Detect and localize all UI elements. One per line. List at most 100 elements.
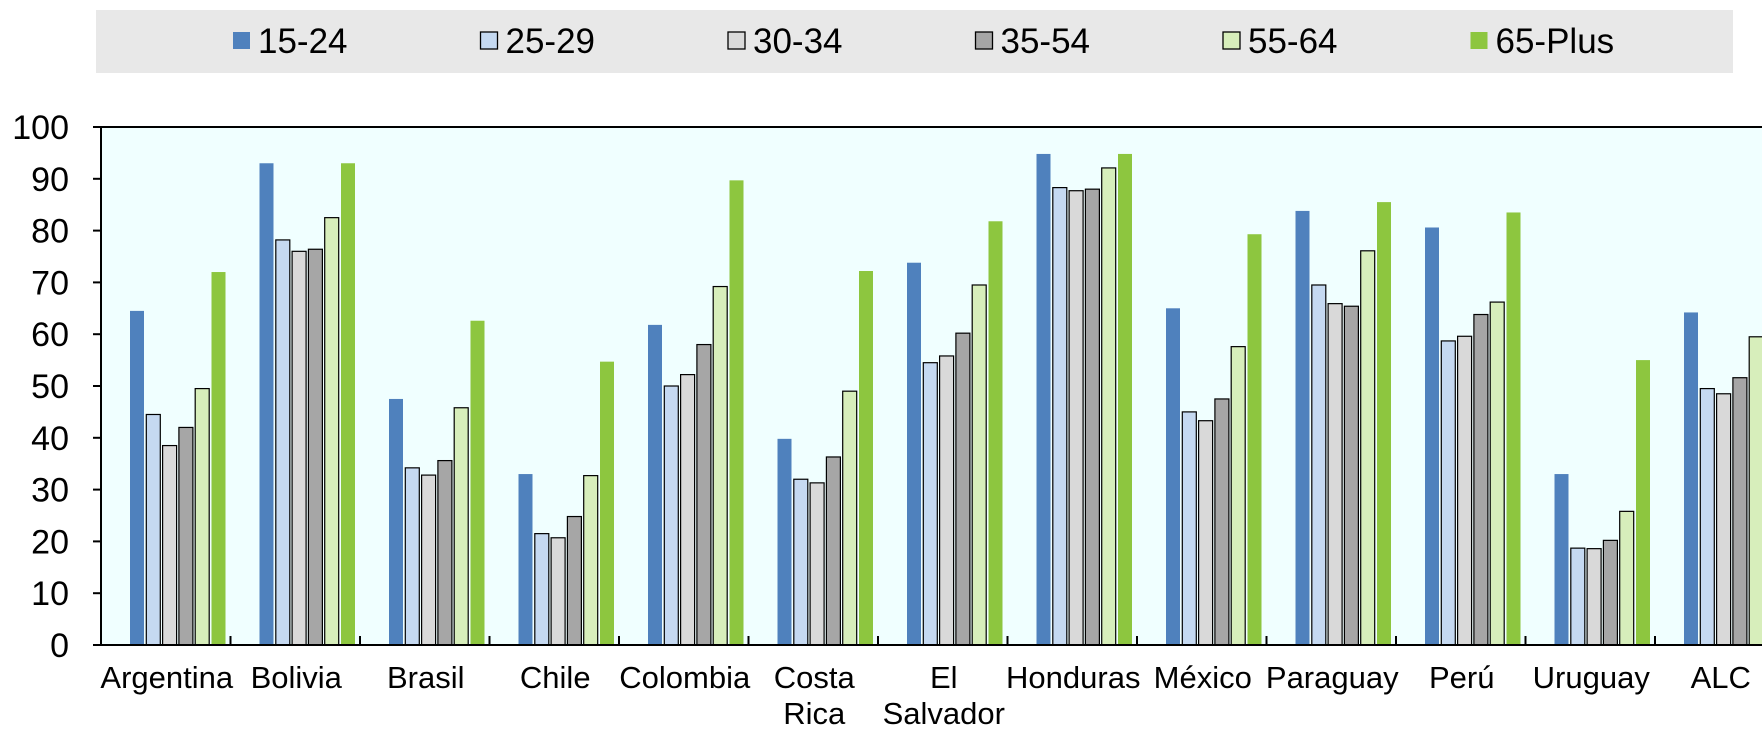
x-category-label-bolivia: Bolivia [251, 660, 343, 695]
bar-paraguay-35-54 [1343, 305, 1360, 646]
bar-brasil-15-24 [389, 398, 403, 645]
bar-el-salvador-25-29 [922, 362, 938, 646]
x-category-label-honduras: Honduras [1006, 660, 1140, 695]
bar-chile-25-29 [534, 533, 550, 646]
bar-el-salvador-55-64 [971, 284, 987, 646]
bar-brasil-65-Plus [470, 320, 485, 645]
bar-colombia-30-34 [679, 374, 696, 646]
bar-colombia-65-Plus [729, 180, 744, 645]
bar-honduras-35-54 [1084, 188, 1101, 646]
bar-costa-rica-30-34 [809, 482, 825, 646]
bar-alc-55-64 [1748, 336, 1762, 646]
x-category-label-uruguay: Uruguay [1533, 660, 1651, 695]
bar-bolivia-15-24 [259, 163, 274, 645]
axes-layer [93, 126, 1762, 646]
legend-label-35-54: 35-54 [1001, 22, 1091, 61]
bar-perú-25-29 [1440, 340, 1456, 646]
bar-el-salvador-30-34 [938, 355, 955, 646]
bar-méxico-35-54 [1214, 398, 1230, 646]
y-axis-tick-labels: 0 10 20 30 40 50 60 70 80 90 100 [12, 109, 69, 665]
bar-costa-rica-55-64 [842, 390, 858, 646]
legend-swatch-65-Plus [1470, 32, 1488, 49]
y-tick-label-80: 80 [31, 213, 69, 251]
bar-méxico-25-29 [1181, 411, 1197, 646]
bar-paraguay-15-24 [1295, 210, 1310, 645]
bar-chile-30-34 [550, 537, 566, 646]
bar-méxico-55-64 [1230, 346, 1246, 646]
bar-perú-30-34 [1456, 335, 1473, 646]
x-category-label-argentina: Argentina [100, 660, 233, 695]
bar-el-salvador-35-54 [955, 332, 971, 646]
bar-perú-35-54 [1473, 313, 1489, 646]
legend-swatch-35-54 [974, 31, 994, 50]
bar-alc-30-34 [1715, 393, 1732, 646]
bar-argentina-65-Plus [211, 272, 226, 645]
bar-perú-15-24 [1425, 227, 1439, 645]
y-tick-label-100: 100 [12, 109, 69, 147]
bar-el-salvador-15-24 [907, 262, 921, 645]
bar-chile-35-54 [566, 515, 583, 646]
y-tick-label-0: 0 [50, 627, 69, 665]
bar-méxico-30-34 [1197, 420, 1214, 646]
legend-label-15-24: 15-24 [258, 22, 348, 61]
bar-brasil-25-29 [404, 467, 420, 646]
bar-costa-rica-15-24 [777, 438, 792, 645]
bar-bolivia-55-64 [324, 217, 340, 646]
bar-bolivia-30-34 [291, 250, 307, 646]
bar-honduras-55-64 [1101, 167, 1117, 646]
x-category-label-el-salvador: El Salvador [883, 660, 1005, 731]
bar-uruguay-55-64 [1619, 510, 1635, 646]
bar-colombia-25-29 [663, 385, 679, 646]
bars-layer [130, 153, 1762, 646]
bar-argentina-15-24 [130, 310, 144, 645]
x-category-label-colombia: Colombia [619, 660, 751, 695]
bar-uruguay-35-54 [1602, 539, 1619, 646]
bar-costa-rica-35-54 [825, 456, 842, 646]
bar-uruguay-30-34 [1586, 548, 1602, 646]
x-category-label-méxico: México [1154, 660, 1252, 695]
bar-chile-65-Plus [600, 361, 614, 645]
y-tick-label-20: 20 [31, 523, 69, 561]
bar-chile-55-64 [583, 475, 599, 646]
bar-bolivia-35-54 [307, 248, 323, 646]
bar-perú-55-64 [1489, 301, 1505, 646]
x-category-label-chile: Chile [520, 660, 591, 695]
bar-perú-65-Plus [1506, 212, 1521, 645]
y-tick-label-60: 60 [31, 316, 69, 354]
y-tick-label-90: 90 [31, 161, 69, 199]
bar-argentina-35-54 [178, 426, 194, 646]
y-tick-label-70: 70 [31, 264, 69, 302]
legend-background [96, 10, 1733, 73]
bar-colombia-55-64 [712, 285, 728, 646]
x-category-label-brasil: Brasil [387, 660, 465, 695]
y-tick-label-40: 40 [31, 420, 69, 458]
y-tick-label-30: 30 [31, 472, 69, 510]
bar-el-salvador-65-Plus [988, 221, 1003, 645]
y-tick-label-10: 10 [31, 575, 69, 613]
bar-brasil-55-64 [453, 407, 469, 646]
x-category-label-alc: ALC [1691, 660, 1751, 695]
legend: 15-24 25-29 30-34 35-54 55-64 65-Plus [233, 22, 1614, 61]
bar-argentina-30-34 [162, 444, 178, 646]
legend-label-30-34: 30-34 [753, 22, 843, 61]
bar-argentina-55-64 [194, 387, 210, 646]
bar-bolivia-65-Plus [341, 163, 355, 645]
bar-uruguay-25-29 [1570, 547, 1586, 646]
bar-brasil-35-54 [437, 459, 453, 646]
bar-colombia-15-24 [648, 324, 662, 645]
y-tick-label-50: 50 [31, 368, 69, 406]
bar-costa-rica-65-Plus [859, 271, 873, 645]
legend-label-25-29: 25-29 [506, 22, 596, 61]
bar-alc-15-24 [1684, 312, 1698, 645]
x-category-label-perú: Perú [1429, 660, 1494, 695]
legend-label-55-64: 55-64 [1248, 22, 1338, 61]
legend-swatch-15-24 [233, 32, 250, 49]
bar-costa-rica-25-29 [793, 478, 809, 646]
bar-honduras-30-34 [1068, 190, 1084, 646]
bar-argentina-25-29 [145, 413, 161, 646]
bar-alc-25-29 [1699, 387, 1715, 646]
bar-méxico-15-24 [1166, 308, 1180, 645]
bar-colombia-35-54 [696, 343, 712, 646]
